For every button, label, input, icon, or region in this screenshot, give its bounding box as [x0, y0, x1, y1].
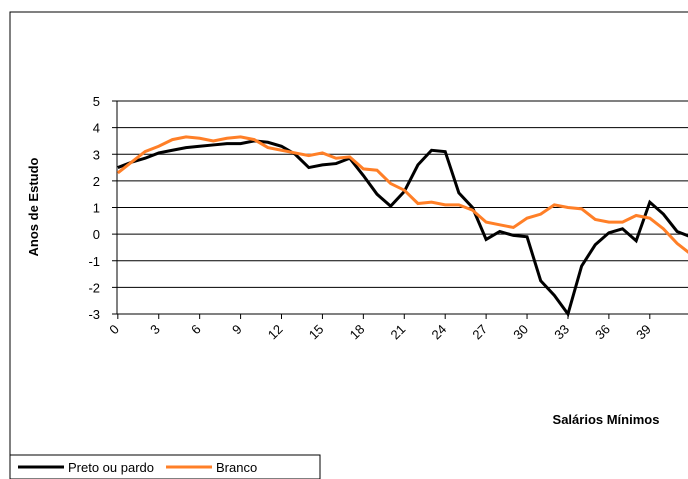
y-tick-label: 3 — [93, 147, 100, 162]
grid — [112, 100, 688, 319]
y-tick-label: 2 — [93, 174, 100, 189]
lines — [117, 135, 688, 318]
y-tick-label: 4 — [93, 121, 100, 136]
legend: Preto ou pardo Branco — [18, 460, 257, 475]
y-tick-label: 1 — [93, 201, 100, 216]
y-tick-label: -2 — [88, 280, 100, 295]
legend-label: Preto ou pardo — [68, 460, 154, 475]
y-tick-label: 5 — [93, 94, 100, 109]
legend-label: Branco — [216, 460, 257, 475]
y-tick-label: -3 — [88, 307, 100, 322]
chart-frame — [9, 11, 688, 479]
y-axis-title: Anos de Estudo — [26, 157, 41, 256]
series-line — [117, 135, 688, 254]
x-axis-title: Salários Mínimos — [553, 412, 660, 427]
y-tick-label: 0 — [93, 227, 100, 242]
y-tick-label: -1 — [88, 254, 100, 269]
